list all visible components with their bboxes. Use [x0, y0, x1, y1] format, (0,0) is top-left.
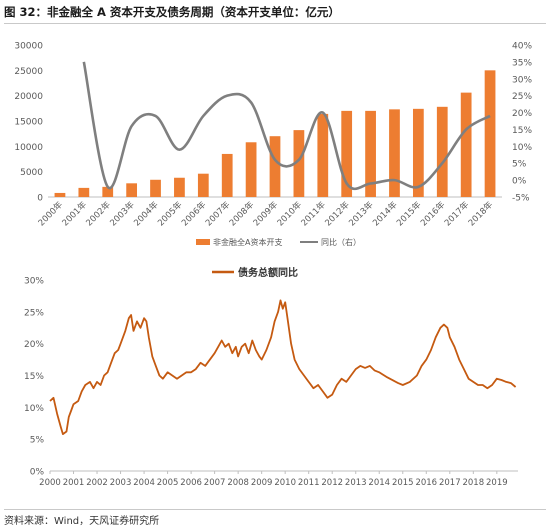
capex-bar: [221, 153, 233, 197]
capex-bar: [389, 109, 400, 197]
capex-bar: [365, 110, 376, 197]
y-tick-label: 15%: [24, 372, 44, 382]
capex-bar: [174, 177, 185, 197]
x-tick-label: 2018: [462, 478, 484, 488]
y-tick-label: 10%: [24, 404, 44, 414]
capex-bar: [126, 183, 138, 197]
x-tick-label: 2008: [227, 478, 249, 488]
x-tick-label: 2001: [63, 478, 85, 488]
capex-bar: [460, 92, 472, 197]
capex-bar: [245, 142, 257, 197]
y-left-tick-label: 25000: [14, 67, 43, 77]
y-right-tick-label: 20%: [512, 109, 532, 119]
x-tick-label: 2012: [321, 478, 343, 488]
x-tick-label: 2002: [86, 478, 108, 488]
category-label: 2016年: [418, 199, 447, 228]
y-tick-label: 30%: [24, 277, 44, 287]
yoy-line: [82, 61, 491, 191]
x-tick-label: 2017: [439, 478, 461, 488]
legend-line-label: 同比（右）: [321, 237, 361, 247]
y-right-tick-label: 30%: [512, 75, 532, 85]
y-right-tick-label: 40%: [512, 42, 532, 52]
x-tick-label: 2010: [274, 478, 296, 488]
y-right-tick-label: 15%: [512, 126, 532, 136]
x-tick-label: 2016: [415, 478, 437, 488]
y-right-tick-label: 5%: [512, 160, 527, 170]
category-label: 2017年: [442, 199, 471, 228]
category-label: 2002年: [84, 199, 113, 228]
category-label: 2014年: [371, 199, 400, 228]
category-label: 2001年: [60, 199, 89, 228]
y-tick-label: 5%: [30, 436, 45, 446]
legend-bar-label: 非金融全A资本开支: [213, 237, 282, 247]
capex-bar: [436, 106, 448, 197]
x-tick-label: 2006: [180, 478, 202, 488]
category-label: 2007年: [203, 199, 232, 228]
y-right-tick-label: 10%: [512, 143, 532, 153]
capex-bar: [102, 186, 114, 197]
category-label: 2004年: [132, 199, 161, 228]
y-left-tick-label: 10000: [14, 143, 43, 153]
y-left-tick-label: 30000: [14, 42, 43, 52]
x-tick-label: 2009: [251, 478, 273, 488]
x-tick-label: 2019: [486, 478, 508, 488]
category-label: 2013年: [347, 199, 376, 228]
category-label: 2009年: [251, 199, 280, 228]
capex-bar: [317, 113, 329, 197]
capex-bar: [484, 70, 496, 197]
x-tick-label: 2015: [392, 478, 414, 488]
x-tick-label: 2005: [157, 478, 179, 488]
capex-bar: [412, 108, 424, 197]
category-label: 2015年: [394, 199, 423, 228]
x-tick-label: 2013: [345, 478, 367, 488]
y-tick-label: 0%: [30, 468, 45, 478]
capex-bar: [293, 130, 305, 197]
y-right-tick-label: 35%: [512, 58, 532, 68]
x-tick-label: 2007: [204, 478, 226, 488]
capex-bar: [150, 179, 161, 197]
capex-bar: [269, 136, 281, 197]
category-label: 2010年: [275, 199, 304, 228]
capex-bar: [78, 187, 90, 197]
category-label: 2006年: [179, 199, 208, 228]
y-left-tick-label: 20000: [14, 92, 43, 102]
category-label: 2008年: [227, 199, 256, 228]
category-label: 2005年: [155, 199, 184, 228]
capex-bar: [341, 110, 353, 197]
x-tick-label: 2004: [133, 478, 155, 488]
debt-growth-line: [49, 299, 517, 435]
y-left-tick-label: 15000: [14, 118, 43, 128]
category-label: 2012年: [323, 199, 352, 228]
y-tick-label: 20%: [24, 340, 44, 350]
y-tick-label: 25%: [24, 308, 44, 318]
y-left-tick-label: 0: [37, 194, 43, 204]
capex-chart: 0 5000 10000 15000 20000 25000 30000 -5% 0% 5% 10%…: [14, 42, 532, 248]
x-tick-label: 2011: [298, 478, 320, 488]
y-right-tick-label: 25%: [512, 92, 532, 102]
capex-bar: [54, 192, 66, 197]
category-label: 2003年: [108, 199, 137, 228]
category-label: 2011年: [299, 199, 328, 228]
y-left-tick-label: 5000: [20, 168, 43, 178]
x-tick-label: 2000: [39, 478, 61, 488]
capex-bar: [197, 173, 209, 197]
x-tick-label: 2003: [110, 478, 132, 488]
x-tick-label: 2014: [368, 478, 390, 488]
source-note: 资料来源：Wind，天风证券研究所: [4, 509, 546, 527]
y-right-tick-label: -5%: [512, 194, 530, 204]
y-right-tick-label: 0%: [512, 177, 527, 187]
legend-bar-swatch: [196, 239, 210, 245]
legend-label: 债务总额同比: [238, 266, 298, 279]
figure-title: 图 32：非金融全 A 资本开支及债务周期（资本开支单位：亿元）: [4, 1, 546, 24]
category-label: 2018年: [466, 199, 495, 228]
